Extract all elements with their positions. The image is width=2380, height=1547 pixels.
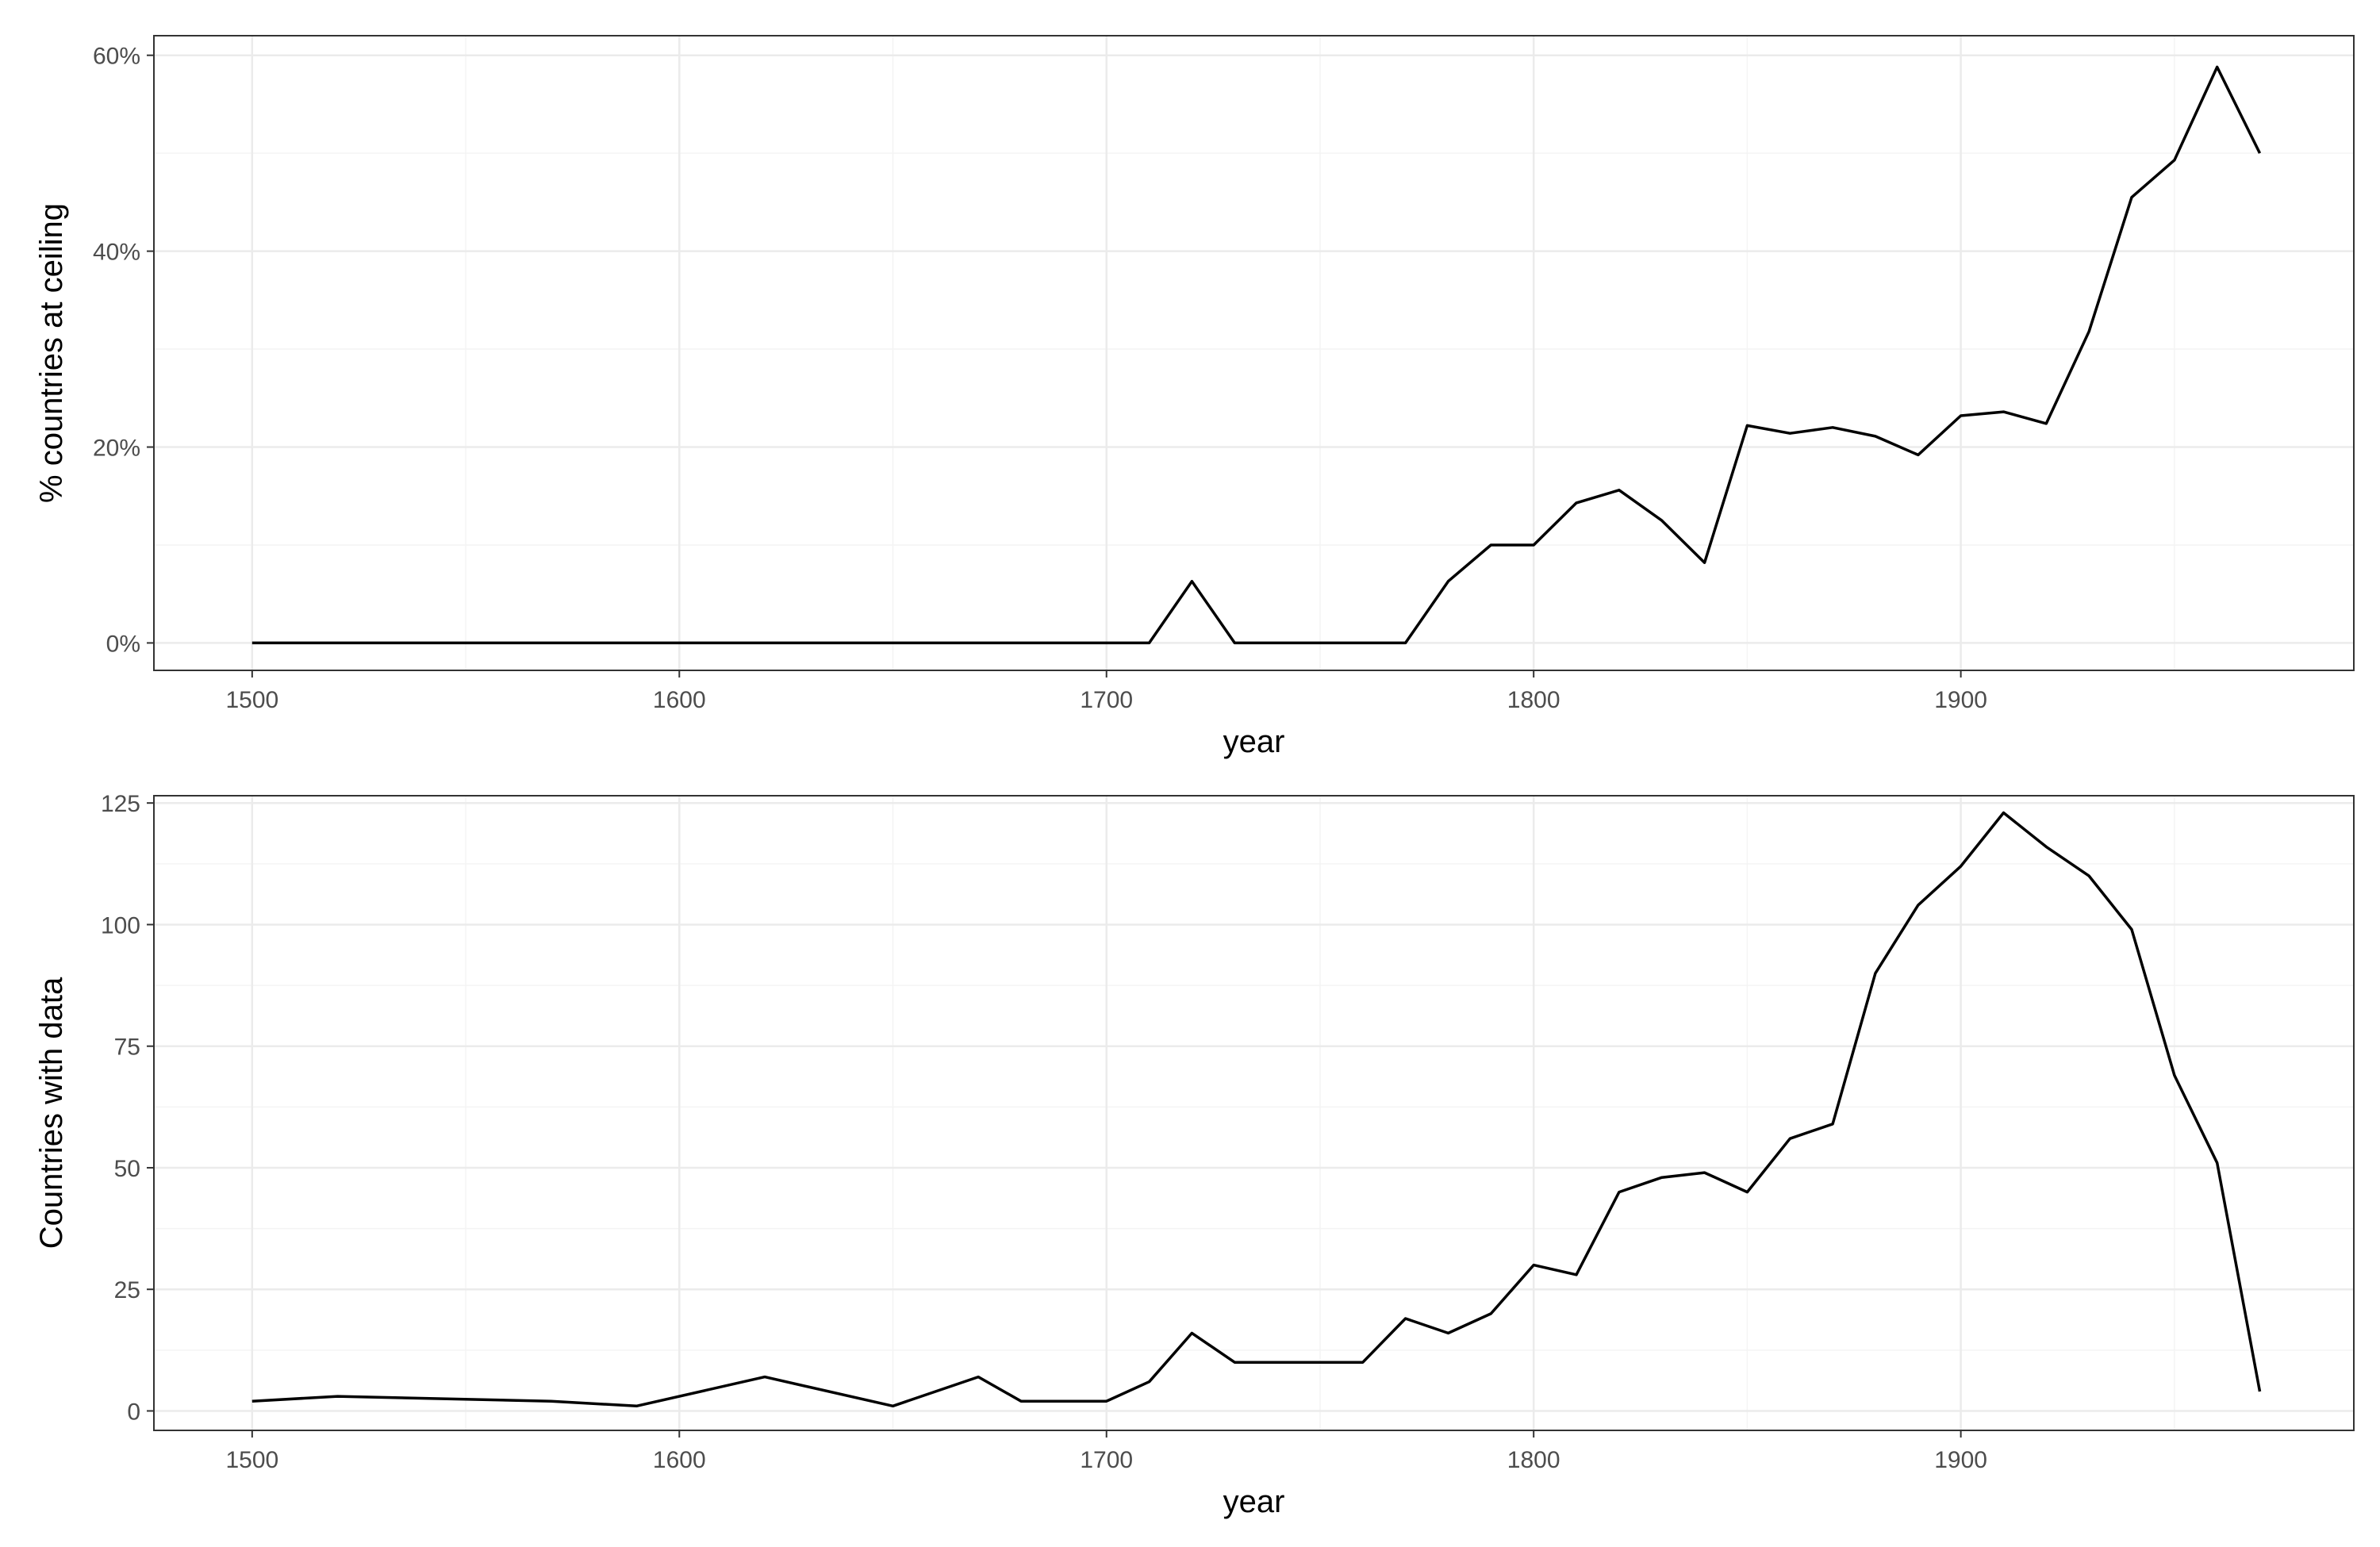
y-tick-label: 40% [93, 240, 140, 266]
y-axis-title: Countries with data [34, 977, 69, 1249]
y-tick-label: 50 [114, 1156, 140, 1182]
plot-background [154, 796, 2354, 1430]
x-tick-label: 1600 [653, 1447, 706, 1473]
y-tick-label: 0% [106, 631, 140, 657]
x-axis-title: year [1223, 1484, 1285, 1519]
plot-background [154, 36, 2354, 670]
x-tick-label: 1500 [225, 687, 278, 713]
x-tick-label: 1700 [1080, 687, 1133, 713]
x-tick-label: 1700 [1080, 1447, 1133, 1473]
y-tick-label: 0 [127, 1399, 140, 1425]
y-tick-label: 125 [101, 791, 140, 817]
series-line [251, 811, 2262, 1408]
x-tick-label: 1800 [1507, 687, 1560, 713]
y-axis-title: % countries at ceiling [34, 203, 69, 503]
panel-border [153, 795, 2355, 1431]
x-tick-label: 1800 [1507, 1447, 1560, 1473]
y-tick-label: 100 [101, 912, 140, 939]
series-line [251, 65, 2262, 645]
y-tick-label: 60% [93, 44, 140, 70]
y-tick-label: 20% [93, 436, 140, 462]
x-tick-label: 1900 [1934, 1447, 1987, 1473]
x-tick-label: 1500 [225, 1447, 278, 1473]
y-tick-label: 75 [114, 1035, 140, 1061]
x-axis-title: year [1223, 724, 1285, 759]
y-tick-label: 25 [114, 1277, 140, 1303]
chart-panel-1: 1500 1600 1700 1800 1900 0% 20% 40% 60% year % cou… [34, 35, 2355, 759]
x-tick-label: 1900 [1934, 687, 1987, 713]
chart-panel-2: 1500 1600 1700 1800 1900 0 25 50 75 100 125 year Cou… [34, 791, 2355, 1519]
panel-border [153, 35, 2355, 671]
x-tick-label: 1600 [653, 687, 706, 713]
